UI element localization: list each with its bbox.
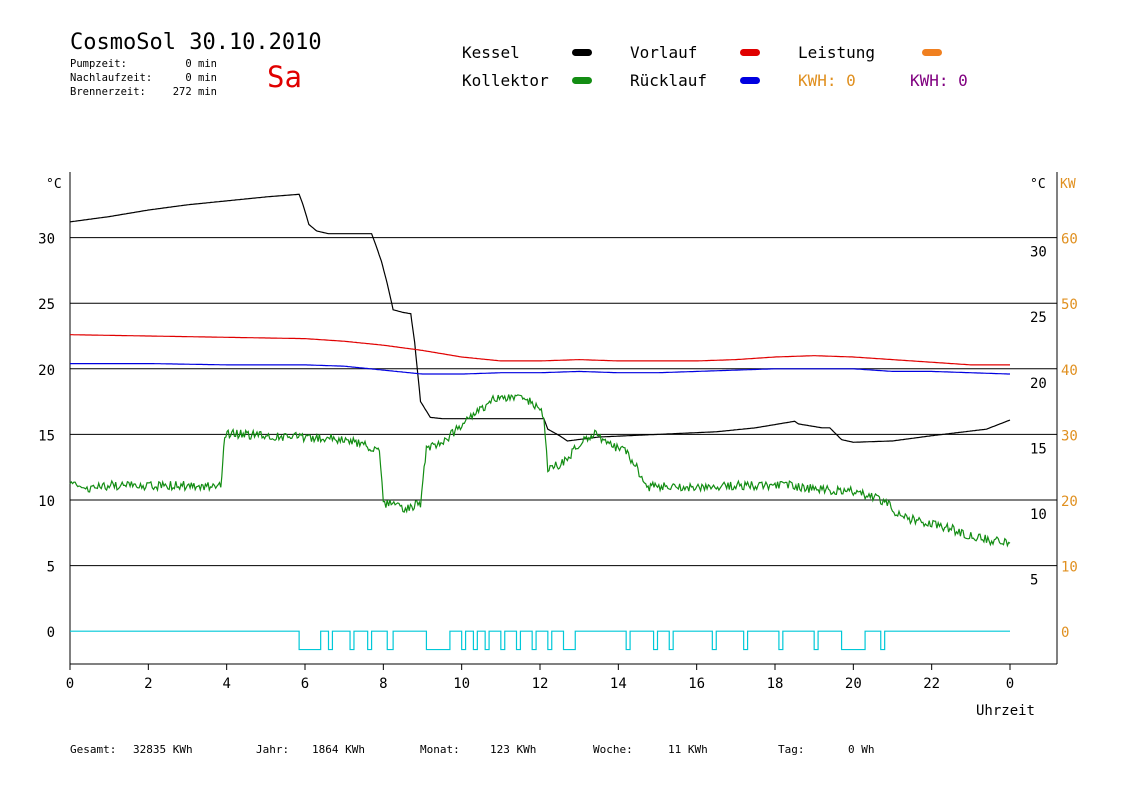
x-tick-6: 12 bbox=[532, 676, 549, 692]
y-tick-right-15: 15 bbox=[1030, 441, 1047, 457]
legend-ruecklauf-swatch bbox=[740, 77, 760, 84]
weekday-label: Sa bbox=[267, 60, 302, 94]
x-tick-11: 22 bbox=[923, 676, 940, 692]
footer-jahr-label: Jahr: bbox=[256, 743, 290, 756]
y-tick-right-20: 20 bbox=[1030, 376, 1047, 392]
legend-kollektor-label: Kollektor bbox=[462, 71, 549, 90]
y-tick-left-20: 20 bbox=[38, 363, 55, 379]
legend-vorlauf-swatch bbox=[740, 49, 760, 56]
series-kessel-line bbox=[69, 193, 1011, 443]
legend-kessel-swatch bbox=[572, 49, 592, 56]
legend-kollektor-swatch bbox=[572, 77, 592, 84]
kw-tick-40: 40 bbox=[1061, 363, 1078, 379]
x-tick-12: 0 bbox=[1006, 676, 1014, 692]
x-tick-4: 8 bbox=[379, 676, 387, 692]
y-tick-left-5: 5 bbox=[47, 560, 55, 576]
page-title: CosmoSol 30.10.2010 bbox=[70, 30, 322, 55]
y-tick-left-25: 25 bbox=[38, 297, 55, 313]
kw-tick-60: 60 bbox=[1061, 232, 1078, 248]
y-tick-left-15: 15 bbox=[38, 428, 55, 444]
x-tick-3: 6 bbox=[301, 676, 309, 692]
y-tick-right-30: 30 bbox=[1030, 245, 1047, 261]
series-vorlauf-line bbox=[70, 334, 1010, 366]
x-tick-0: 0 bbox=[66, 676, 74, 692]
pumpzeit-label: Pumpzeit: bbox=[70, 58, 127, 70]
footer-woche-label: Woche: bbox=[593, 743, 633, 756]
y-tick-left-10: 10 bbox=[38, 494, 55, 510]
y-tick-right-5: 5 bbox=[1030, 573, 1038, 589]
x-axis-label: Uhrzeit bbox=[976, 703, 1035, 719]
y-tick-left-0: 0 bbox=[47, 625, 55, 641]
kw-tick-0: 0 bbox=[1061, 625, 1069, 641]
footer-woche-value: 11 KWh bbox=[668, 743, 708, 756]
kwh-solar-total: KWH: 0 bbox=[798, 71, 856, 90]
footer-tag-label: Tag: bbox=[778, 743, 805, 756]
series-pumpe-line bbox=[70, 630, 1010, 651]
legend-ruecklauf-label: Rücklauf bbox=[630, 71, 708, 90]
kw-tick-50: 50 bbox=[1061, 297, 1078, 313]
nachlaufzeit-value: 0 min bbox=[185, 72, 217, 84]
legend-leistung-label: Leistung bbox=[798, 43, 876, 62]
y-tick-right-10: 10 bbox=[1030, 507, 1047, 523]
y-axis-label-kw: KW bbox=[1060, 177, 1076, 192]
x-tick-10: 20 bbox=[845, 676, 862, 692]
footer-monat-label: Monat: bbox=[420, 743, 460, 756]
x-tick-8: 16 bbox=[688, 676, 705, 692]
brennerzeit-value: 272 min bbox=[172, 86, 217, 98]
footer-monat-value: 123 KWh bbox=[490, 743, 537, 756]
y-axis-label-right: °C bbox=[1030, 177, 1046, 192]
footer-gesamt-label: Gesamt: bbox=[70, 743, 117, 756]
x-tick-2: 4 bbox=[222, 676, 230, 692]
y-axis-label-left: °C bbox=[46, 177, 62, 192]
x-tick-1: 2 bbox=[144, 676, 152, 692]
footer-gesamt-value: 32835 KWh bbox=[133, 743, 193, 756]
legend-kessel-label: Kessel bbox=[462, 43, 520, 62]
footer-tag-value: 0 Wh bbox=[848, 743, 875, 756]
kw-tick-20: 20 bbox=[1061, 494, 1078, 510]
x-tick-5: 10 bbox=[453, 676, 470, 692]
series-ruecklauf-line bbox=[70, 363, 1010, 375]
x-tick-7: 14 bbox=[610, 676, 627, 692]
legend-leistung-swatch bbox=[922, 49, 942, 56]
series-kollektor-line bbox=[69, 394, 1011, 548]
footer-jahr-value: 1864 KWh bbox=[312, 743, 365, 756]
y-tick-left-30: 30 bbox=[38, 232, 55, 248]
legend-vorlauf-label: Vorlauf bbox=[630, 43, 698, 62]
pumpzeit-value: 0 min bbox=[185, 58, 217, 70]
kwh-other-total: KWH: 0 bbox=[910, 71, 968, 90]
brennerzeit-label: Brennerzeit: bbox=[70, 86, 146, 98]
y-tick-right-25: 25 bbox=[1030, 310, 1047, 326]
kw-tick-10: 10 bbox=[1061, 560, 1078, 576]
kw-tick-30: 30 bbox=[1061, 428, 1078, 444]
x-tick-9: 18 bbox=[767, 676, 784, 692]
nachlaufzeit-label: Nachlaufzeit: bbox=[70, 72, 153, 84]
